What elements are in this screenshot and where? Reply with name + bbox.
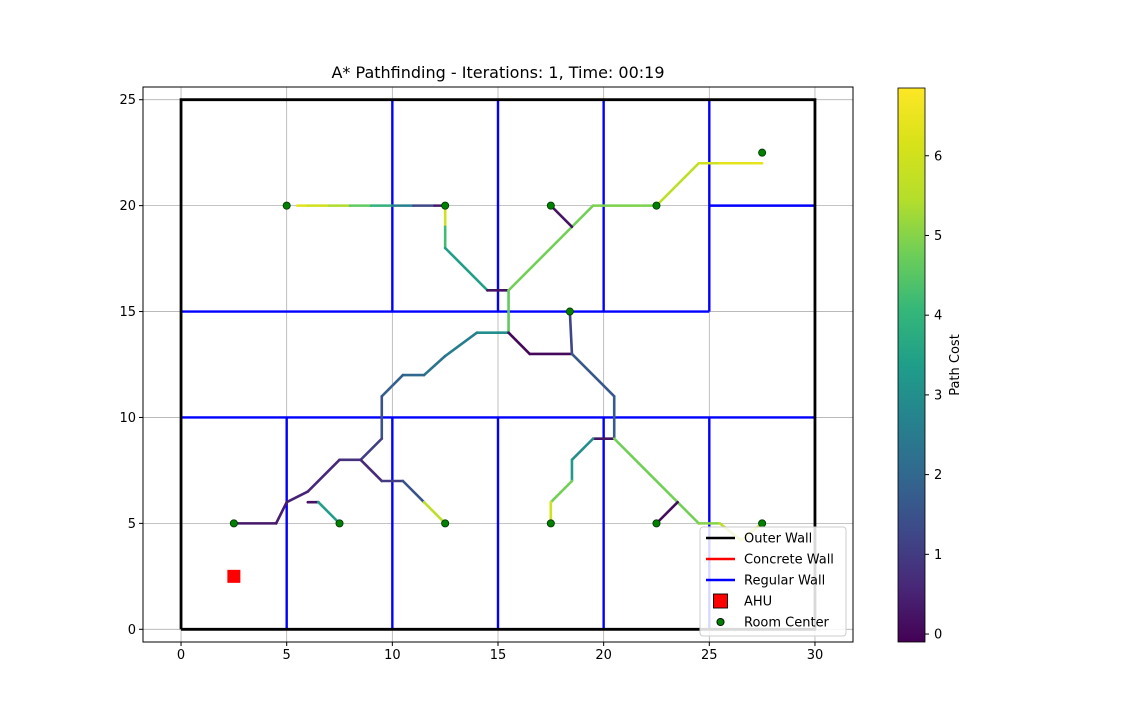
x-axis: 0 5 10 15 20 25 30 xyxy=(177,642,823,663)
path-segment xyxy=(422,354,447,377)
legend-label: Outer Wall xyxy=(744,532,812,547)
path-segment xyxy=(443,331,479,358)
y-tick-label: 5 xyxy=(128,517,136,532)
colorbar-tick-label: 4 xyxy=(934,309,942,324)
colorbar-gradient xyxy=(897,87,926,643)
colorbar-label: Path Cost xyxy=(948,334,963,396)
path-segment xyxy=(655,500,679,525)
path-segment xyxy=(422,500,447,525)
path-segment xyxy=(655,161,701,207)
outer-wall xyxy=(179,98,817,631)
path-segment xyxy=(401,479,426,504)
path-segment xyxy=(612,437,701,525)
path-segment xyxy=(568,310,574,356)
path-segment xyxy=(570,352,616,398)
room-center-marker xyxy=(652,201,661,210)
colorbar-tick-label: 6 xyxy=(934,149,942,164)
legend-entry: Outer Wall xyxy=(706,532,812,547)
legend-swatch xyxy=(713,593,728,609)
path-segment xyxy=(285,490,310,504)
path-segment xyxy=(443,246,489,292)
path-segment xyxy=(507,331,531,356)
path-segment xyxy=(306,458,341,493)
y-tick-label: 15 xyxy=(119,305,136,320)
room-center-marker xyxy=(652,519,661,528)
room-center-marker xyxy=(565,307,574,316)
legend-swatch xyxy=(716,617,725,627)
colorbar-tick-label: 0 xyxy=(934,628,942,643)
chart-title: A* Pathfinding - Iterations: 1, Time: 00… xyxy=(331,63,664,82)
x-tick-label: 15 xyxy=(490,648,507,663)
path-segment xyxy=(570,437,595,462)
room-center-marker xyxy=(546,201,555,210)
path-segment xyxy=(380,373,405,398)
x-tick-label: 5 xyxy=(283,648,291,663)
paths-layer xyxy=(232,161,764,542)
path-segment xyxy=(317,500,341,525)
legend-label: AHU xyxy=(744,595,772,610)
colorbar: 0 1 2 3 4 5 6 Path Cost xyxy=(897,87,963,643)
path-segment xyxy=(359,437,384,462)
path-segment xyxy=(549,204,574,229)
room-center-marker xyxy=(229,519,238,528)
x-tick-label: 25 xyxy=(701,648,718,663)
colorbar-tick-label: 5 xyxy=(934,229,942,244)
y-tick-label: 20 xyxy=(119,199,136,214)
legend-label: Room Center xyxy=(744,616,830,631)
legend-entry: AHU xyxy=(713,593,772,610)
path-segment xyxy=(549,479,574,504)
y-tick-label: 10 xyxy=(119,411,136,426)
colorbar-tick-label: 3 xyxy=(934,388,942,403)
ahu-marker xyxy=(227,569,241,583)
legend-label: Regular Wall xyxy=(744,574,825,589)
colorbar-ticks: 0 1 2 3 4 5 6 xyxy=(925,149,942,643)
x-tick-label: 10 xyxy=(384,648,401,663)
x-tick-label: 0 xyxy=(177,648,185,663)
room-center-marker xyxy=(282,201,291,210)
path-segment xyxy=(274,500,288,525)
x-tick-label: 20 xyxy=(595,648,612,663)
legend-entry: Concrete Wall xyxy=(706,553,834,568)
colorbar-tick-label: 2 xyxy=(934,468,942,483)
markers-layer xyxy=(227,148,767,583)
room-center-marker xyxy=(441,201,450,210)
room-center-marker xyxy=(546,519,555,528)
legend-entry: Regular Wall xyxy=(706,574,825,589)
room-center-marker xyxy=(441,519,450,528)
legend: Outer Wall Concrete Wall Regular Wall AHU Ro… xyxy=(699,526,847,637)
y-tick-label: 25 xyxy=(119,93,136,108)
room-center-marker xyxy=(758,148,767,157)
legend-box xyxy=(699,526,847,637)
y-axis: 0 5 10 15 20 25 xyxy=(119,93,143,638)
legend-entry: Room Center xyxy=(716,616,830,631)
room-center-marker xyxy=(758,519,767,528)
y-tick-label: 0 xyxy=(128,623,136,638)
colorbar-tick-label: 1 xyxy=(934,548,942,563)
plot-frame xyxy=(142,86,854,643)
legend-label: Concrete Wall xyxy=(744,553,834,568)
x-tick-label: 30 xyxy=(807,648,824,663)
path-segment xyxy=(359,458,384,483)
legend-entries: Outer Wall Concrete Wall Regular Wall AHU Ro… xyxy=(706,532,834,631)
path-segment xyxy=(507,246,553,292)
room-center-marker xyxy=(335,519,344,528)
